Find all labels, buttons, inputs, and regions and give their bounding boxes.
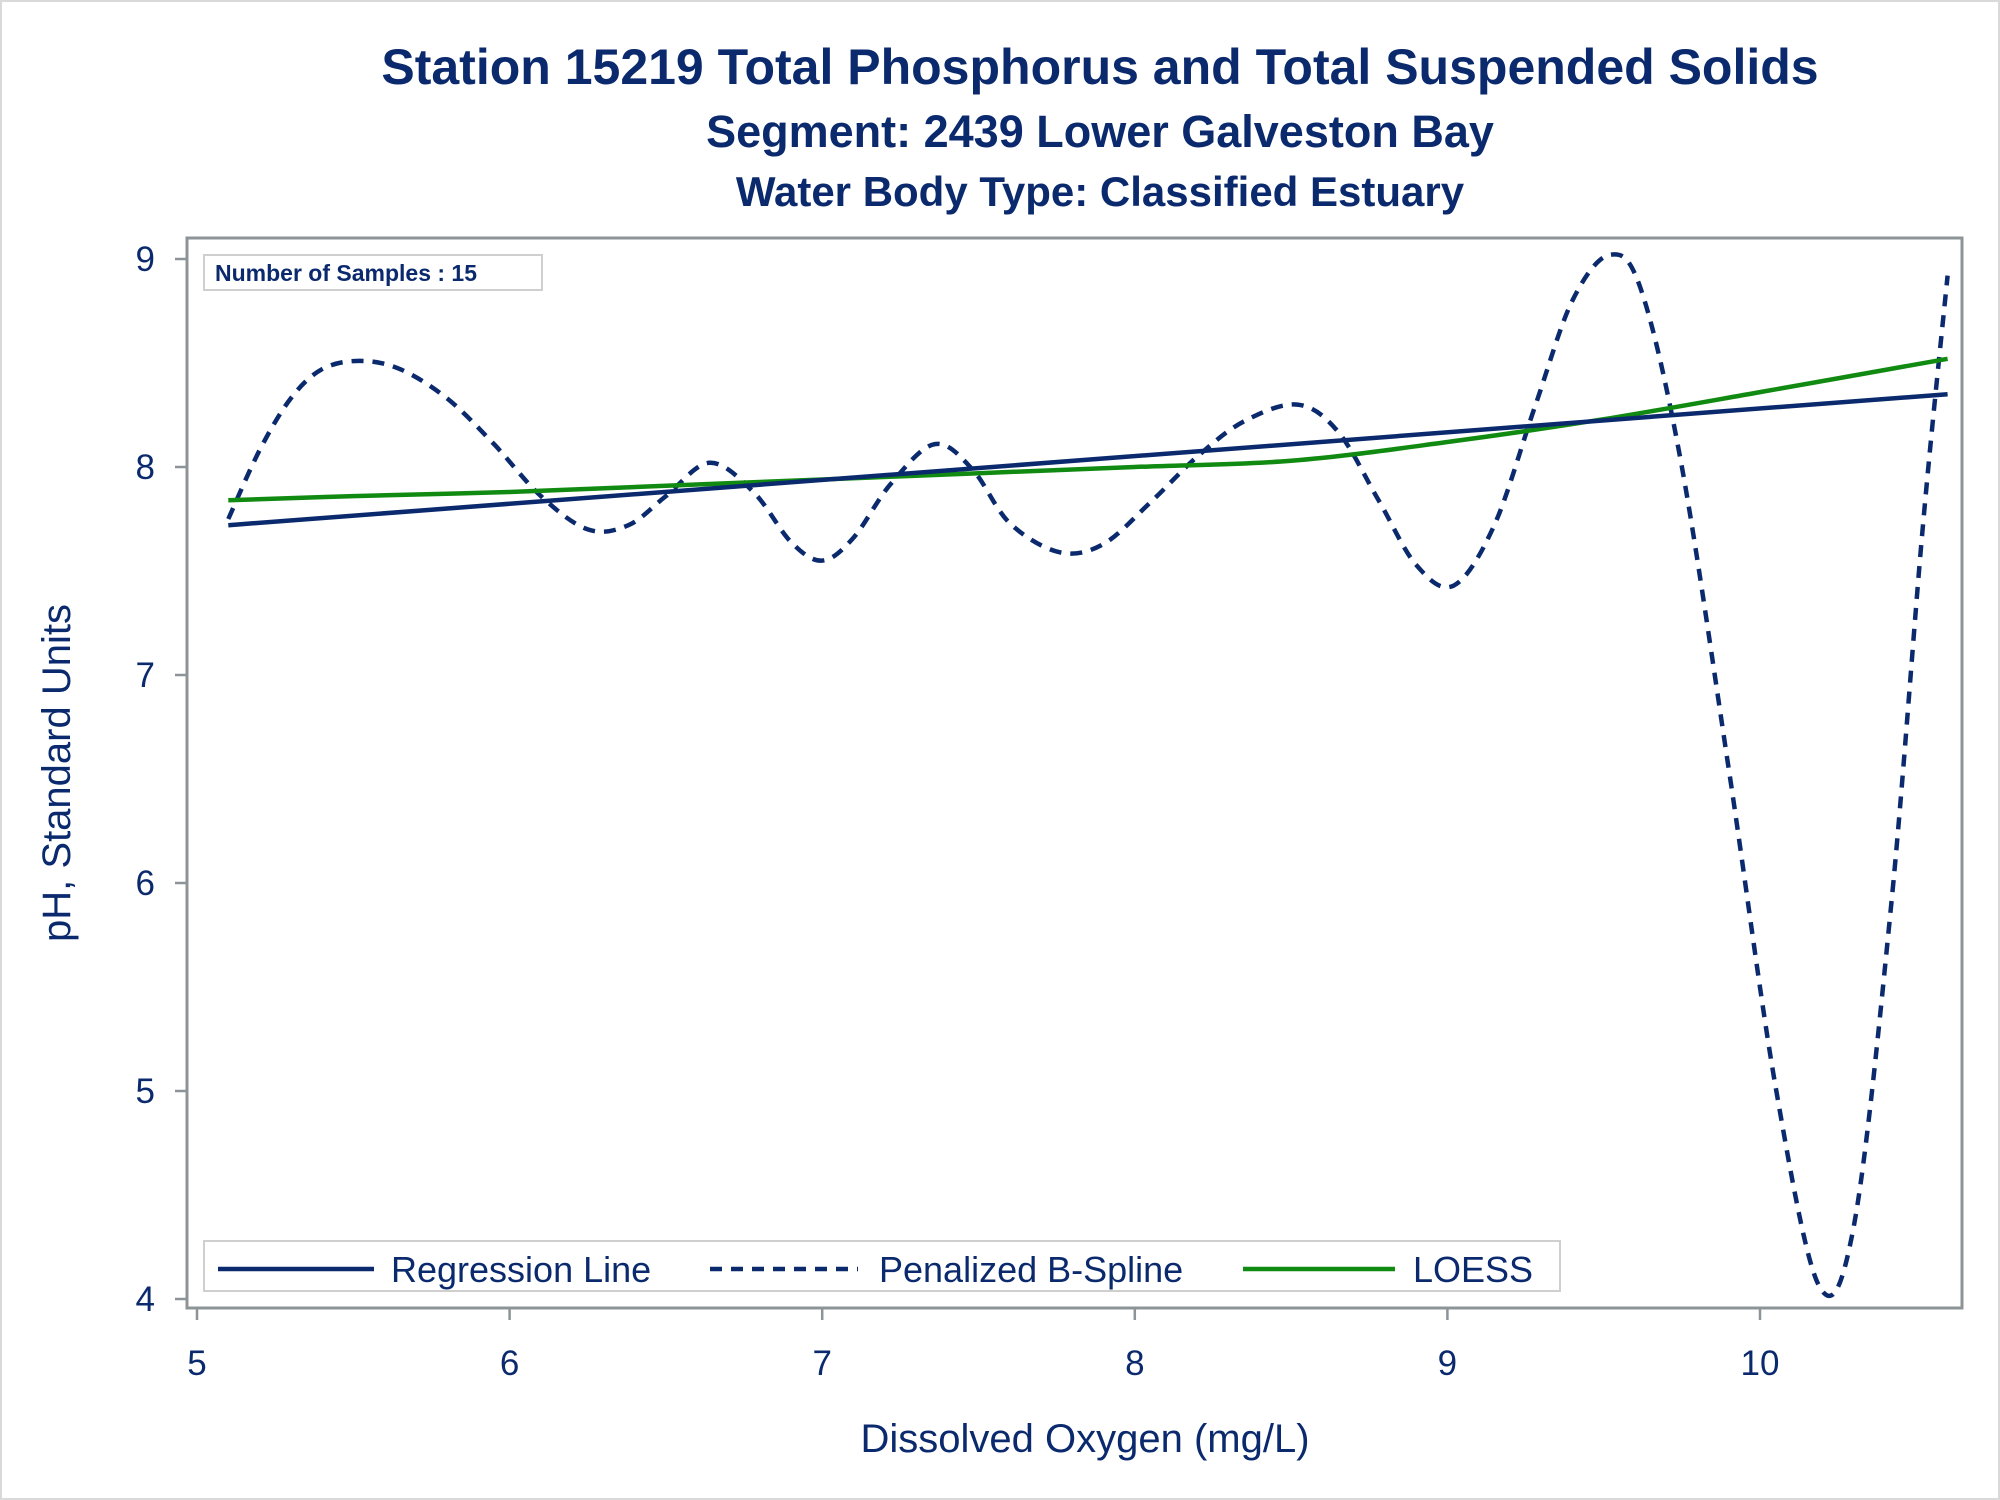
y-tick-label: 4 [136,1280,155,1319]
y-tick-label: 5 [136,1072,155,1111]
x-tick-label: 5 [187,1344,206,1383]
plot-area [185,236,1964,1310]
x-axis-label: Dissolved Oxygen (mg/L) [860,1417,1309,1461]
x-tick-label: 10 [1741,1344,1780,1383]
y-tick-label: 8 [136,448,155,487]
chart-subtitle-2: Water Body Type: Classified Estuary [735,168,1465,215]
legend: Regression Line Penalized B-Spline LOESS [203,1240,1561,1292]
series-layer [226,252,1950,1299]
legend-label-loess: LOESS [1413,1249,1533,1290]
chart-title: Station 15219 Total Phosphorus and Total… [381,39,1819,95]
series-regression-line [228,391,1948,528]
legend-box [203,1240,1561,1292]
x-tick-label: 9 [1438,1344,1457,1383]
sample-count-box [203,254,543,291]
y-tick-label: 7 [136,656,155,695]
x-tick-label: 6 [500,1344,519,1383]
legend-label-regression: Regression Line [391,1249,651,1290]
x-tick-label: 8 [1125,1344,1144,1383]
y-tick-label: 6 [136,864,155,903]
y-axis-label: pH, Standard Units [35,604,79,942]
x-tick-label: 7 [812,1344,831,1383]
y-tick-label: 9 [136,240,155,279]
series-penalized-b-spline [226,252,1950,1299]
chart-subtitle: Segment: 2439 Lower Galveston Bay [706,106,1494,157]
legend-label-spline: Penalized B-Spline [879,1249,1183,1290]
series-loess [228,356,1948,503]
sample-count-label: Number of Samples : 15 [215,260,477,286]
